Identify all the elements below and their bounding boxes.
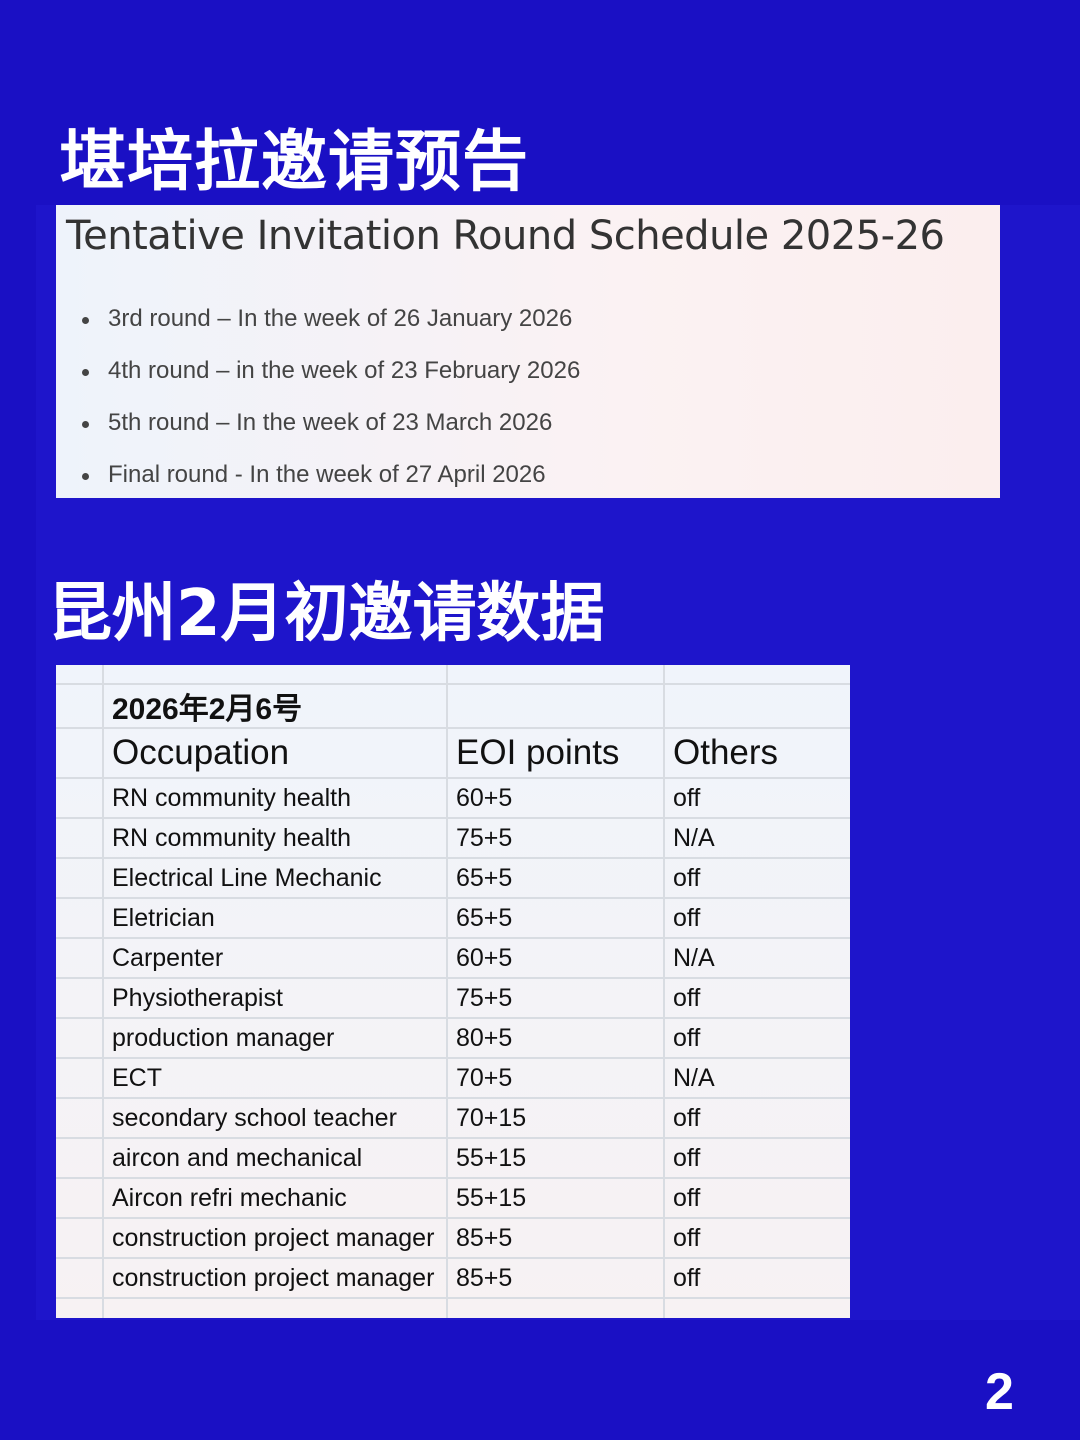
table-row: Electrical Line Mechanic 65+5 off: [56, 859, 850, 899]
schedule-list: 3rd round – In the week of 26 January 20…: [80, 305, 580, 513]
table-row: RN community health 75+5 N/A: [56, 819, 850, 859]
others-cell: N/A: [673, 943, 715, 972]
table-row: construction project manager 85+5 off: [56, 1259, 850, 1299]
others-cell: N/A: [673, 823, 715, 852]
table-row: ECT 70+5 N/A: [56, 1059, 850, 1099]
occupation-cell: RN community health: [104, 819, 448, 857]
header-eoi-points: EOI points: [448, 729, 665, 777]
others-cell: off: [673, 983, 701, 1012]
schedule-item: 3rd round – In the week of 26 January 20…: [80, 305, 580, 357]
eoi-points-cell: 80+5: [448, 1019, 665, 1057]
occupation-cell: Eletrician: [104, 899, 448, 937]
header-occupation: Occupation: [104, 729, 448, 777]
others-cell: off: [673, 1223, 701, 1252]
others-cell: off: [673, 863, 701, 892]
occupation-cell: construction project manager: [104, 1259, 448, 1297]
eoi-points-cell: 60+5: [448, 779, 665, 817]
others-cell: off: [673, 1143, 701, 1172]
others-cell: off: [673, 1183, 701, 1212]
table-row: secondary school teacher 70+15 off: [56, 1099, 850, 1139]
occupation-cell: secondary school teacher: [104, 1099, 448, 1137]
table-header-row: Occupation EOI points Others: [56, 729, 850, 779]
others-cell: off: [673, 783, 701, 812]
eoi-points-cell: 85+5: [448, 1259, 665, 1297]
table-row: aircon and mechanical 55+15 off: [56, 1139, 850, 1179]
eoi-points-cell: 75+5: [448, 819, 665, 857]
table-row: Carpenter 60+5 N/A: [56, 939, 850, 979]
others-cell: off: [673, 1023, 701, 1052]
table-date-row: 2026年2月6号: [56, 685, 850, 729]
eoi-points-cell: 60+5: [448, 939, 665, 977]
others-cell: off: [673, 1263, 701, 1292]
schedule-card: Tentative Invitation Round Schedule 2025…: [56, 205, 1000, 498]
eoi-points-cell: 70+15: [448, 1099, 665, 1137]
table-date: 2026年2月6号: [104, 685, 448, 727]
table-empty-row: [56, 665, 850, 685]
occupation-cell: Aircon refri mechanic: [104, 1179, 448, 1217]
table-row: production manager 80+5 off: [56, 1019, 850, 1059]
occupation-cell: Physiotherapist: [104, 979, 448, 1017]
others-cell: off: [673, 1103, 701, 1132]
eoi-points-cell: 55+15: [448, 1139, 665, 1177]
occupation-cell: Electrical Line Mechanic: [104, 859, 448, 897]
schedule-item: 5th round – In the week of 23 March 2026: [80, 409, 580, 461]
page-number: 2: [985, 1363, 1014, 1421]
eoi-points-cell: 75+5: [448, 979, 665, 1017]
schedule-item: 4th round – in the week of 23 February 2…: [80, 357, 580, 409]
occupation-cell: construction project manager: [104, 1219, 448, 1257]
table-empty-row: [56, 1299, 850, 1318]
occupation-cell: ECT: [104, 1059, 448, 1097]
table-row: RN community health 60+5 off: [56, 779, 850, 819]
header-others: Others: [673, 733, 779, 772]
eoi-points-cell: 55+15: [448, 1179, 665, 1217]
eoi-points-cell: 65+5: [448, 899, 665, 937]
eoi-points-cell: 85+5: [448, 1219, 665, 1257]
occupation-cell: aircon and mechanical: [104, 1139, 448, 1177]
table-row: Eletrician 65+5 off: [56, 899, 850, 939]
occupation-cell: RN community health: [104, 779, 448, 817]
others-cell: N/A: [673, 1063, 715, 1092]
others-cell: off: [673, 903, 701, 932]
schedule-item: Final round - In the week of 27 April 20…: [80, 461, 580, 513]
occupation-cell: Carpenter: [104, 939, 448, 977]
table-row: construction project manager 85+5 off: [56, 1219, 850, 1259]
eoi-points-cell: 65+5: [448, 859, 665, 897]
eoi-points-cell: 70+5: [448, 1059, 665, 1097]
table-row: Aircon refri mechanic 55+15 off: [56, 1179, 850, 1219]
invitation-table: 2026年2月6号 Occupation EOI points Others RN …: [56, 665, 850, 1318]
heading-schedule: 堪培拉邀请预告: [60, 123, 529, 200]
occupation-cell: production manager: [104, 1019, 448, 1057]
heading-data: 昆州2月初邀请数据: [48, 577, 605, 651]
table-row: Physiotherapist 75+5 off: [56, 979, 850, 1019]
schedule-title: Tentative Invitation Round Schedule 2025…: [66, 213, 945, 259]
